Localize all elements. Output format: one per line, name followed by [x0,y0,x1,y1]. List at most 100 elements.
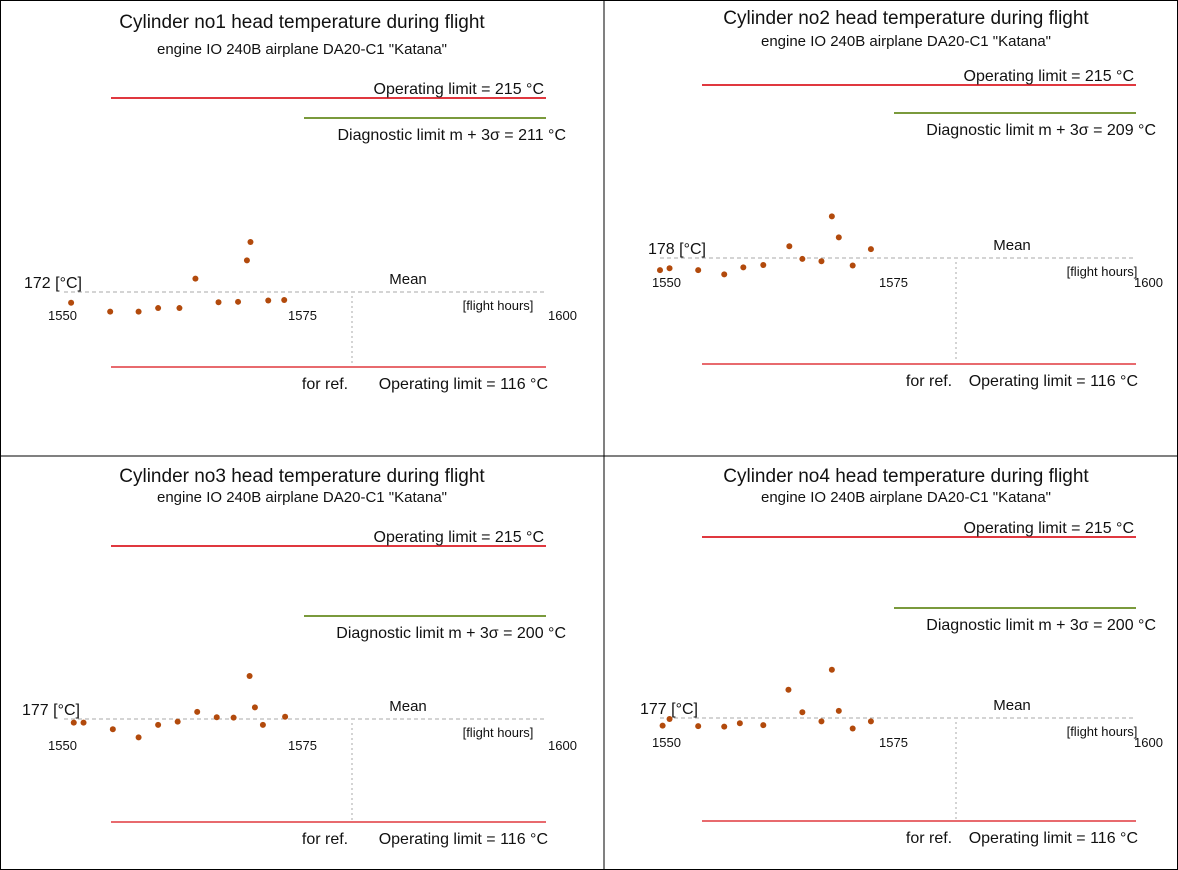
for-ref-label: for ref. [906,830,952,847]
chart-subtitle: engine IO 240B airplane DA20-C1 "Katana" [761,489,1051,506]
diagnostic-limit-label: Diagnostic limit m + 3σ = 209 °C [926,122,1156,139]
chart-panel-2: Cylinder no2 head temperature during fli… [648,8,1163,390]
data-point [867,246,874,253]
mean-label: Mean [389,698,427,715]
data-point [785,686,792,693]
data-point [259,721,266,728]
data-point [736,720,743,727]
mean-value-label: 177 [°C] [22,702,80,719]
for-ref-label: for ref. [906,373,952,390]
operating-limit-low-label: Operating limit = 116 °C [379,831,548,848]
chart-subtitle: engine IO 240B airplane DA20-C1 "Katana" [157,41,447,58]
operating-limit-high-label: Operating limit = 215 °C [964,520,1134,537]
data-point [109,726,116,733]
data-point [835,234,842,241]
data-point [657,267,663,274]
data-point [135,308,142,315]
data-point [246,673,253,680]
data-point [68,299,75,306]
data-point [80,719,87,726]
chart-subtitle: engine IO 240B airplane DA20-C1 "Katana" [761,33,1051,50]
data-point [867,718,874,725]
data-point [818,718,825,725]
data-point [760,722,767,729]
mean-value-label: 172 [°C] [24,275,82,292]
chart-subtitle: engine IO 240B airplane DA20-C1 "Katana" [157,489,447,506]
data-point [666,265,673,272]
data-point [828,666,835,673]
x-tick-label: 1600 [548,738,577,753]
data-point [786,243,793,250]
x-tick-label: 1575 [879,275,908,290]
data-point [192,275,199,282]
chart-title: Cylinder no3 head temperature during fli… [119,466,485,487]
data-point [281,297,288,304]
x-tick-label: 1550 [48,308,77,323]
x-tick-label: 1575 [879,735,908,750]
chart-title: Cylinder no2 head temperature during fli… [723,8,1089,29]
x-tick-label: 1550 [48,738,77,753]
data-point [740,264,747,271]
data-point [835,707,842,714]
data-point [849,262,856,269]
chart-panel-3: Cylinder no3 head temperature during fli… [22,466,577,848]
data-point [251,704,258,711]
data-point [695,267,702,274]
chart-panel-1: Cylinder no1 head temperature during fli… [24,12,577,393]
x-tick-label: 1600 [1134,275,1163,290]
data-point [282,713,289,720]
data-point [666,715,673,722]
x-tick-label: 1550 [652,735,681,750]
diagnostic-limit-label: Diagnostic limit m + 3σ = 200 °C [336,625,566,642]
operating-limit-low-label: Operating limit = 116 °C [379,376,548,393]
data-point [247,239,254,246]
operating-limit-low-label: Operating limit = 116 °C [969,373,1138,390]
data-point [235,298,242,305]
data-point [695,723,702,730]
x-axis-label: [flight hours] [463,725,534,740]
operating-limit-high-label: Operating limit = 215 °C [964,68,1134,85]
data-point [213,714,220,721]
data-point [174,718,181,725]
mean-value-label: 178 [°C] [648,241,706,258]
operating-limit-high-label: Operating limit = 215 °C [374,529,544,546]
x-tick-label: 1600 [1134,735,1163,750]
data-point [760,262,767,269]
mean-value-label: 177 [°C] [640,701,698,718]
mean-label: Mean [389,271,427,288]
x-axis-label: [flight hours] [1067,724,1138,739]
data-point [721,723,728,730]
x-axis-label: [flight hours] [1067,264,1138,279]
mean-label: Mean [993,237,1031,254]
operating-limit-low-label: Operating limit = 116 °C [969,830,1138,847]
data-point [828,213,835,220]
data-point [107,308,114,315]
x-tick-label: 1550 [652,275,681,290]
mean-label: Mean [993,697,1031,714]
for-ref-label: for ref. [302,376,348,393]
data-point [849,725,856,732]
x-tick-label: 1575 [288,738,317,753]
data-point [721,271,728,278]
diagnostic-limit-label: Diagnostic limit m + 3σ = 211 °C [337,127,566,144]
x-tick-label: 1575 [288,308,317,323]
data-point [135,734,142,741]
diagnostic-limit-label: Diagnostic limit m + 3σ = 200 °C [926,617,1156,634]
data-point [176,305,183,312]
data-point [155,721,162,728]
data-point [194,708,201,715]
data-point [659,722,666,729]
for-ref-label: for ref. [302,831,348,848]
data-point [799,255,806,262]
data-point [230,714,237,721]
data-point [70,719,77,726]
data-point [243,257,250,264]
x-axis-label: [flight hours] [463,298,534,313]
data-point [155,305,162,312]
data-point [215,299,222,306]
x-tick-label: 1600 [548,308,577,323]
chart-title: Cylinder no1 head temperature during fli… [119,12,485,33]
chart-title: Cylinder no4 head temperature during fli… [723,466,1089,487]
operating-limit-high-label: Operating limit = 215 °C [374,81,544,98]
